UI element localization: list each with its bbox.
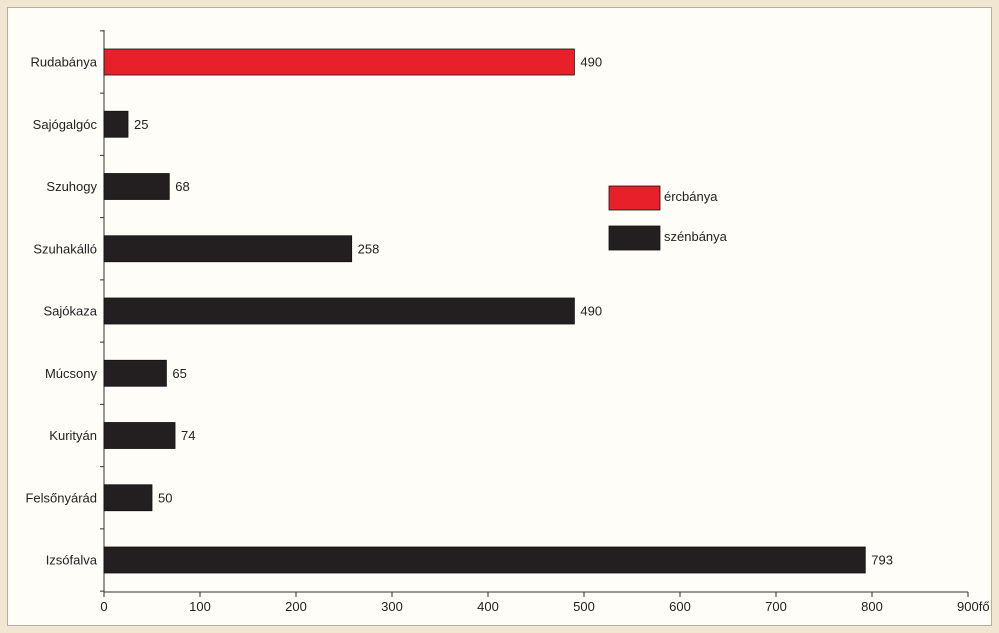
x-tick-label: 900fő [957,599,990,614]
x-tick-label: 500 [573,599,595,614]
bar [103,359,167,387]
legend: ércbánya szénbánya [608,185,728,251]
data-label: 68 [175,179,189,194]
legend-swatch [608,185,661,211]
data-label: 65 [172,366,186,381]
data-label: 490 [580,55,602,70]
legend-label: ércbánya [664,189,718,204]
data-label: 793 [871,553,893,568]
x-tick-label: 300 [381,599,403,614]
x-tick-label: 600 [669,599,691,614]
x-tick-label: 700 [765,599,787,614]
bar [103,484,153,512]
bar [103,546,866,574]
x-axis-unit: fő [979,599,990,614]
legend-label: szénbánya [664,229,728,244]
bar [103,422,176,449]
category-label: Kurityán [49,428,97,443]
legend-swatch [608,225,661,251]
category-label: Múcsony [45,366,98,381]
x-tick-label: 100 [189,599,211,614]
category-label: Sajókaza [44,304,98,319]
category-label: Felsőnyárád [25,490,97,505]
bar [103,173,170,200]
data-label: 50 [158,490,172,505]
category-label: Szuhakálló [33,241,97,256]
bar [103,48,575,76]
x-tick-label: 800 [861,599,883,614]
bar [103,297,575,325]
data-label: 258 [358,241,380,256]
x-tick-label: 400 [477,599,499,614]
x-tick-label: 200 [285,599,307,614]
x-tick-label: 0 [100,599,107,614]
category-label: Izsófalva [46,553,98,568]
bar [103,235,353,263]
plot-area: 0 100 200 300 400 500 600 700 800 900fő Rudabánya 4… [25,30,990,614]
category-label: Sajógalgóc [33,117,98,132]
data-label: 25 [134,117,148,132]
data-label: 74 [181,428,195,443]
bar [103,110,129,138]
category-label: Rudabánya [31,55,98,70]
category-label: Szuhogy [46,179,97,194]
data-label: 490 [580,304,602,319]
